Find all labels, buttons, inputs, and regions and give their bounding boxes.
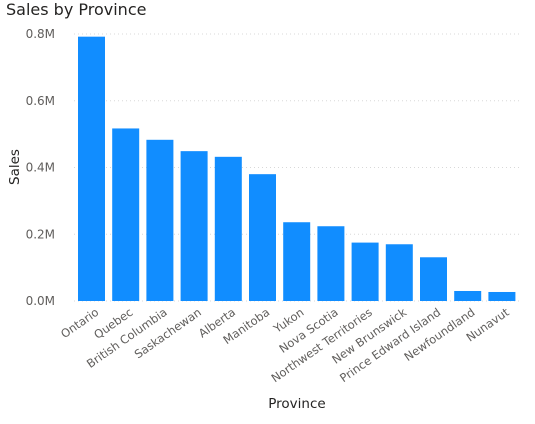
y-tick-label: 0.2M bbox=[26, 227, 55, 241]
y-tick-label: 0.6M bbox=[26, 94, 55, 108]
bar[interactable] bbox=[317, 226, 345, 301]
bar[interactable] bbox=[112, 128, 140, 301]
bar[interactable] bbox=[146, 139, 174, 301]
bar[interactable] bbox=[385, 244, 413, 301]
bar[interactable] bbox=[420, 257, 447, 301]
bar[interactable] bbox=[283, 222, 311, 301]
bar[interactable] bbox=[180, 151, 208, 301]
y-tick-label: 0.0M bbox=[26, 294, 55, 308]
bar[interactable] bbox=[488, 291, 516, 301]
bar[interactable] bbox=[214, 156, 242, 301]
bar[interactable] bbox=[351, 242, 379, 301]
x-axis-title: Province bbox=[268, 396, 325, 412]
bar[interactable] bbox=[249, 174, 276, 301]
y-tick-label: 0.8M bbox=[26, 27, 55, 41]
bar[interactable] bbox=[78, 36, 105, 302]
y-axis-title: Sales bbox=[7, 149, 23, 185]
chart-title: Sales by Province bbox=[6, 0, 147, 19]
y-tick-label: 0.4M bbox=[26, 161, 55, 175]
bar[interactable] bbox=[454, 290, 482, 301]
